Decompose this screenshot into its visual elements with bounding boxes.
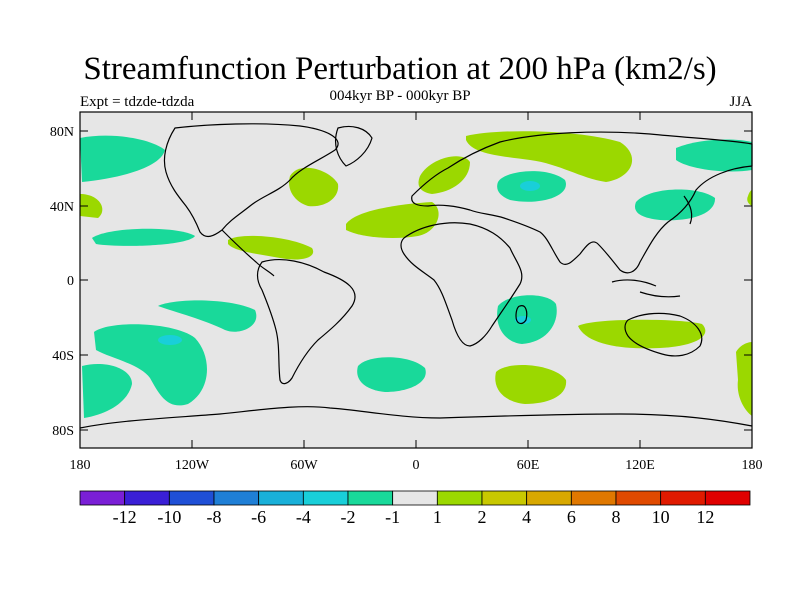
europe-asia-outline (411, 131, 753, 274)
pos-region-australia (578, 319, 706, 349)
figure-title: Streamfunction Perturbation at 200 hPa (… (83, 51, 717, 87)
positive-anomalies (80, 131, 752, 416)
lat-tick-label: 80N (50, 125, 74, 140)
lat-tick-labels: 80N 40N 0 40S 80S (50, 125, 74, 439)
lat-tick-label: 40S (52, 349, 74, 364)
neg-region-south-atlantic (357, 357, 426, 392)
coastlines (79, 123, 753, 429)
colorbar-swatch (615, 490, 662, 506)
lon-tick-label: 120W (175, 458, 210, 473)
lon-tick-label: 60E (517, 458, 540, 473)
colorbar-label: 12 (696, 507, 714, 527)
colorbar-swatch (302, 490, 349, 506)
pos-region-southern-indian (495, 365, 567, 404)
neg-region-southern-ocean-west (82, 364, 132, 418)
australia-outline (624, 312, 703, 357)
lon-tick-label: 120E (625, 458, 655, 473)
japan-outline (683, 195, 693, 225)
lon-tick-label: 180 (70, 458, 91, 473)
colorbar-labels: -12 -10 -8 -6 -4 -2 -1 1 2 4 6 8 10 12 (113, 507, 715, 527)
lon-tick-label: 60W (290, 458, 318, 473)
colorbar-swatch (526, 490, 572, 506)
colorbar-swatch (124, 490, 170, 506)
colorbar-label: -10 (157, 507, 181, 527)
pos-region-scandinavia (418, 156, 470, 194)
central-america-outline (221, 229, 275, 277)
colorbar (79, 490, 751, 506)
lat-tick-label: 40N (50, 200, 74, 215)
colorbar-label: -6 (251, 507, 266, 527)
colorbar-swatch (481, 490, 528, 506)
experiment-label: Expt = tdzde-tdzda (80, 94, 195, 110)
axis-ticks (79, 112, 753, 448)
lat-tick-label: 80S (52, 424, 74, 439)
antarctica-outline (79, 406, 753, 429)
africa-outline (400, 222, 523, 347)
north-america-outline (163, 123, 339, 238)
colorbar-label: 10 (652, 507, 670, 527)
pos-region-west-pacific-europe (80, 194, 103, 218)
colorbar-label: 8 (612, 507, 621, 527)
lon-tick-labels: 180 120W 60W 0 60E 120E 180 (70, 458, 763, 473)
south-america-outline (256, 259, 356, 385)
lon-tick-label: 180 (742, 458, 763, 473)
colorbar-label: 1 (433, 507, 442, 527)
colorbar-label: -1 (385, 507, 400, 527)
season-label: JJA (729, 94, 752, 110)
colorbar-swatch (704, 490, 751, 506)
pos-region-caribbean (228, 235, 314, 260)
colorbar-label: 4 (522, 507, 531, 527)
neg-region-nw-pacific-arctic (80, 135, 165, 182)
lon-tick-label: 0 (413, 458, 420, 473)
colorbar-swatch (660, 490, 706, 506)
colorbar-swatch (347, 490, 394, 506)
figure-subtitle: 004kyr BP - 000kyr BP (329, 88, 471, 104)
negative-anomalies (80, 135, 752, 418)
colorbar-swatch (79, 490, 126, 506)
colorbar-label: -12 (113, 507, 137, 527)
pos-region-mediterranean (346, 202, 439, 238)
colorbar-label: 6 (567, 507, 576, 527)
indonesia-outline (611, 279, 681, 298)
pos-region-central-pacific (747, 190, 752, 206)
lat-tick-label: 0 (67, 274, 74, 289)
colorbar-label: -8 (207, 507, 222, 527)
colorbar-swatch (392, 490, 438, 506)
neg-region-japan (635, 189, 716, 221)
neg-region-south-pacific-2 (94, 324, 207, 406)
pos-region-arctic-siberia (466, 131, 633, 182)
colorbar-swatch (168, 490, 215, 506)
colorbar-label: -2 (341, 507, 356, 527)
colorbar-label: -4 (296, 507, 311, 527)
pos-region-southern-ocean-east (736, 342, 752, 416)
greenland-outline (334, 125, 373, 167)
colorbar-swatch (570, 490, 617, 506)
neg-region-south-pacific-1 (158, 300, 257, 332)
colorbar-swatch (258, 490, 304, 506)
colorbar-swatch (436, 490, 483, 506)
neg-region-north-pacific (92, 228, 195, 246)
madagascar-outline (515, 305, 528, 325)
colorbar-swatch (213, 490, 260, 506)
neg-region-arctic-east (676, 139, 752, 172)
colorbar-label: 2 (478, 507, 487, 527)
pos-region-north-atlantic (289, 167, 339, 207)
